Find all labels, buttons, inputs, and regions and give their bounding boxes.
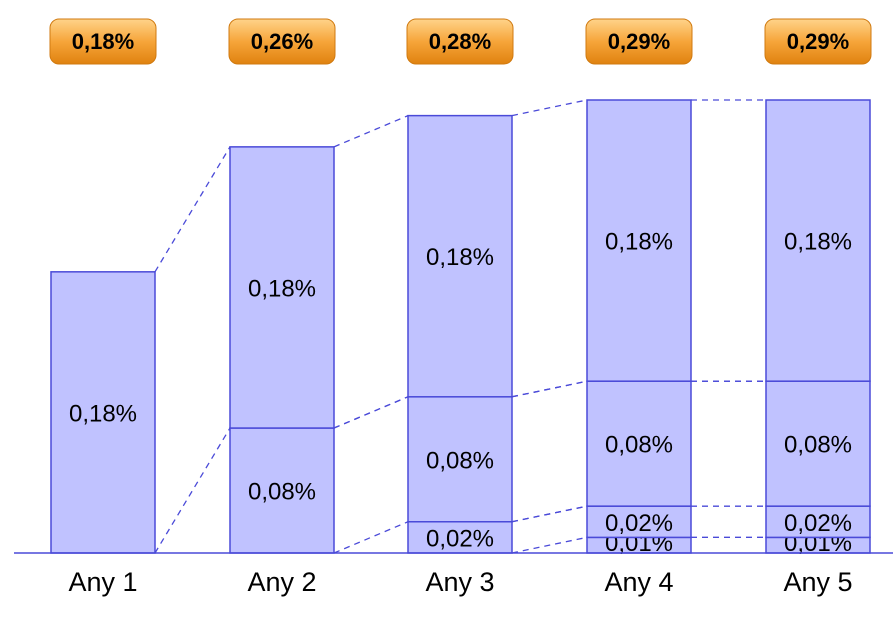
bar-segment (586, 380, 692, 507)
total-badge-label: 0,26% (251, 29, 313, 54)
segment-value-label: 0,18% (784, 229, 852, 256)
total-badge (406, 18, 514, 65)
connector-line (333, 521, 409, 554)
bar-segment (229, 427, 335, 554)
total-badge-label: 0,29% (608, 29, 670, 54)
segment-value-label: 0,18% (248, 275, 316, 302)
bar-segment (407, 396, 513, 523)
segment-value-label: 0,02% (605, 510, 673, 537)
bar-segment (765, 505, 871, 539)
segment-value-label: 0,08% (426, 447, 494, 474)
segment-value-label: 0,18% (426, 244, 494, 271)
total-badge-label: 0,28% (429, 29, 491, 54)
bar-segment (586, 505, 692, 539)
bars-group: 0,18%0,08%0,18%0,02%0,08%0,18%0,01%0,02%… (50, 99, 871, 557)
bar-segment (229, 146, 335, 429)
segment-value-label: 0,18% (69, 400, 137, 427)
bar-segment (765, 380, 871, 507)
segment-value-label: 0,18% (605, 229, 673, 256)
bar-segment (50, 271, 156, 554)
segment-value-label: 0,02% (426, 525, 494, 552)
category-labels: Any 1 Any 2 Any 3 Any 4 Any 5 (68, 567, 852, 597)
segment-value-label: 0,08% (248, 479, 316, 506)
connector-line (511, 536, 588, 554)
total-badge-label: 0,18% (72, 29, 134, 54)
category-label: Any 1 (68, 567, 137, 597)
connector-line (154, 146, 231, 273)
total-badge (764, 18, 872, 65)
bar-segment (765, 99, 871, 382)
connector-line (511, 505, 588, 523)
bar-segment (407, 114, 513, 398)
connector-line (511, 99, 588, 117)
segment-value-label: 0,08% (784, 432, 852, 459)
total-badges: 0,18% 0,26% 0,28% 0,29% 0,29% (49, 18, 872, 65)
segment-value-label: 0,02% (784, 510, 852, 537)
category-label: Any 3 (425, 567, 494, 597)
total-badge (49, 18, 157, 65)
connector-lines (154, 99, 766, 554)
total-badge (228, 18, 336, 65)
connector-line (154, 427, 231, 554)
category-label: Any 2 (247, 567, 316, 597)
total-badge-label: 0,29% (787, 29, 849, 54)
category-label: Any 4 (604, 567, 673, 597)
total-badge (585, 18, 693, 65)
connector-line (511, 380, 588, 398)
connector-line (333, 396, 409, 429)
bar-segment (586, 99, 692, 382)
connector-line (333, 115, 409, 148)
segment-value-label: 0,08% (605, 432, 673, 459)
category-label: Any 5 (783, 567, 852, 597)
